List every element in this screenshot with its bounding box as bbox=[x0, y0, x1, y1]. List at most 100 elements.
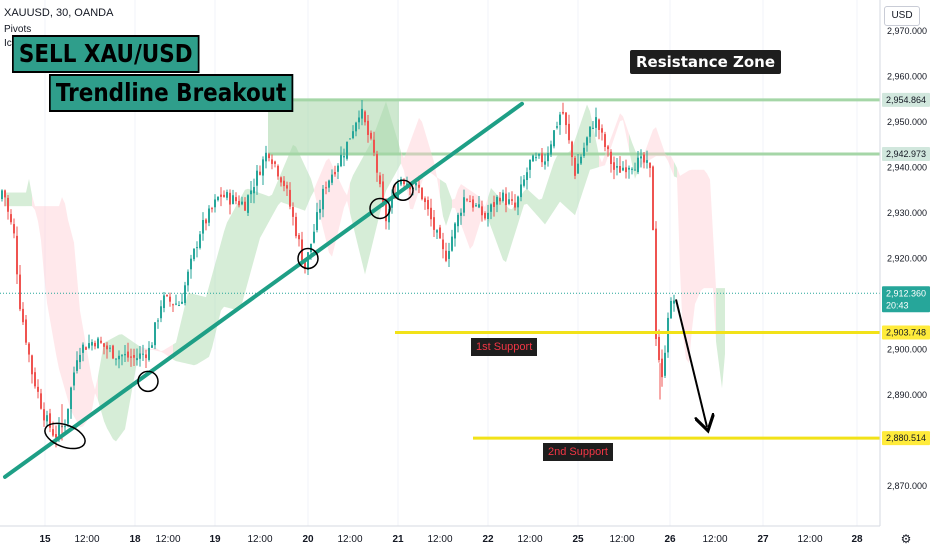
candle-body bbox=[604, 134, 606, 147]
candle-body bbox=[199, 234, 201, 248]
price-tick-label: 2,890.000 bbox=[887, 390, 927, 400]
cloud-segment bbox=[653, 127, 656, 158]
candle-body bbox=[364, 111, 366, 123]
cloud-segment bbox=[575, 130, 578, 216]
cloud-segment bbox=[98, 359, 101, 411]
time-tick-label: 26 bbox=[664, 534, 676, 545]
cloud-segment bbox=[584, 104, 587, 188]
candle-body bbox=[148, 347, 150, 360]
candle-body bbox=[91, 342, 93, 346]
cloud-segment bbox=[323, 160, 326, 241]
cloud-segment bbox=[230, 211, 233, 310]
cloud-segment bbox=[311, 178, 314, 197]
cloud-segment bbox=[56, 206, 59, 369]
cloud-segment bbox=[452, 198, 455, 208]
cloud-segment bbox=[68, 219, 71, 411]
candle-body bbox=[541, 153, 543, 163]
candle-body bbox=[310, 243, 312, 252]
cloud-segment bbox=[506, 205, 509, 263]
candle-body bbox=[181, 301, 183, 304]
currency-selector[interactable]: USD bbox=[884, 6, 920, 26]
candle-body bbox=[583, 147, 585, 156]
cloud-segment bbox=[239, 195, 242, 311]
candle-body bbox=[409, 185, 411, 190]
cloud-segment bbox=[422, 121, 425, 182]
candle-body bbox=[55, 434, 57, 438]
candle-body bbox=[103, 343, 105, 347]
candle-body bbox=[382, 181, 384, 205]
candle-body bbox=[184, 285, 186, 304]
candle-body bbox=[646, 160, 648, 163]
cloud-segment bbox=[602, 154, 605, 167]
cloud-segment bbox=[41, 206, 44, 275]
candle-body bbox=[274, 161, 276, 164]
candle-body bbox=[463, 197, 465, 213]
price-badge-label: 2,912.360 bbox=[886, 288, 926, 298]
candle-body bbox=[337, 165, 339, 172]
cloud-segment bbox=[47, 206, 50, 320]
time-tick-label: 25 bbox=[572, 534, 584, 545]
candle-body bbox=[190, 258, 192, 270]
time-tick-label: 19 bbox=[209, 534, 221, 545]
candle-body bbox=[451, 236, 453, 251]
cloud-segment bbox=[335, 171, 338, 245]
cloud-segment bbox=[326, 158, 329, 253]
candle-body bbox=[244, 201, 246, 211]
candle-body bbox=[403, 181, 405, 185]
cloud-segment bbox=[539, 198, 542, 221]
candle-body bbox=[235, 197, 237, 202]
time-tick-label: 12:00 bbox=[337, 534, 362, 545]
cloud-segment bbox=[143, 347, 146, 354]
cloud-segment bbox=[29, 178, 32, 207]
cloud-segment bbox=[182, 305, 185, 364]
time-tick-label: 21 bbox=[392, 534, 404, 545]
cloud-segment bbox=[713, 233, 716, 342]
candle-body bbox=[553, 130, 555, 147]
cloud-segment bbox=[530, 191, 533, 211]
cloud-segment bbox=[623, 116, 626, 135]
time-tick-label: 20 bbox=[302, 534, 314, 545]
gear-icon[interactable]: ⚙ bbox=[901, 532, 912, 546]
candle-body bbox=[331, 174, 333, 183]
candle-body bbox=[58, 424, 60, 436]
cloud-segment bbox=[392, 121, 395, 180]
candle-body bbox=[211, 208, 213, 210]
cloud-segment bbox=[689, 169, 692, 364]
cloud-segment bbox=[101, 342, 104, 422]
candle-body bbox=[22, 308, 24, 323]
time-tick-label: 12:00 bbox=[74, 534, 99, 545]
candles bbox=[1, 100, 675, 448]
candle-body bbox=[124, 354, 126, 356]
candle-body bbox=[496, 196, 498, 205]
support-2-label: 2nd Support bbox=[543, 443, 613, 461]
cloud-segment bbox=[428, 141, 431, 174]
cloud-segment bbox=[284, 159, 287, 205]
cloud-segment bbox=[293, 144, 296, 208]
cloud-segment bbox=[17, 192, 20, 207]
price-tick-label: 2,930.000 bbox=[887, 208, 927, 218]
candle-body bbox=[517, 196, 519, 208]
candle-body bbox=[469, 201, 471, 203]
candle-body bbox=[25, 319, 27, 343]
candle-body bbox=[457, 214, 459, 227]
touch-point-circle bbox=[369, 197, 391, 220]
cloud-segment bbox=[212, 264, 215, 348]
candle-body bbox=[208, 208, 210, 223]
cloud-segment bbox=[197, 294, 200, 365]
indicator-pivots[interactable]: Pivots bbox=[4, 24, 32, 35]
trendline[interactable] bbox=[3, 101, 524, 479]
cloud-segment bbox=[512, 204, 515, 244]
touch-point-circle bbox=[392, 179, 414, 201]
cloud-segment bbox=[686, 170, 689, 364]
cloud-segment bbox=[674, 161, 677, 178]
candle-body bbox=[550, 144, 552, 155]
candle-body bbox=[631, 168, 633, 170]
cloud-segment bbox=[626, 125, 629, 150]
time-tick-label: 18 bbox=[129, 534, 141, 545]
candle-body bbox=[19, 274, 21, 310]
resistance-zone-label: Resistance Zone bbox=[630, 50, 782, 74]
cloud-segment bbox=[515, 200, 518, 234]
cloud-segment bbox=[605, 146, 608, 166]
candle-body bbox=[283, 180, 285, 187]
